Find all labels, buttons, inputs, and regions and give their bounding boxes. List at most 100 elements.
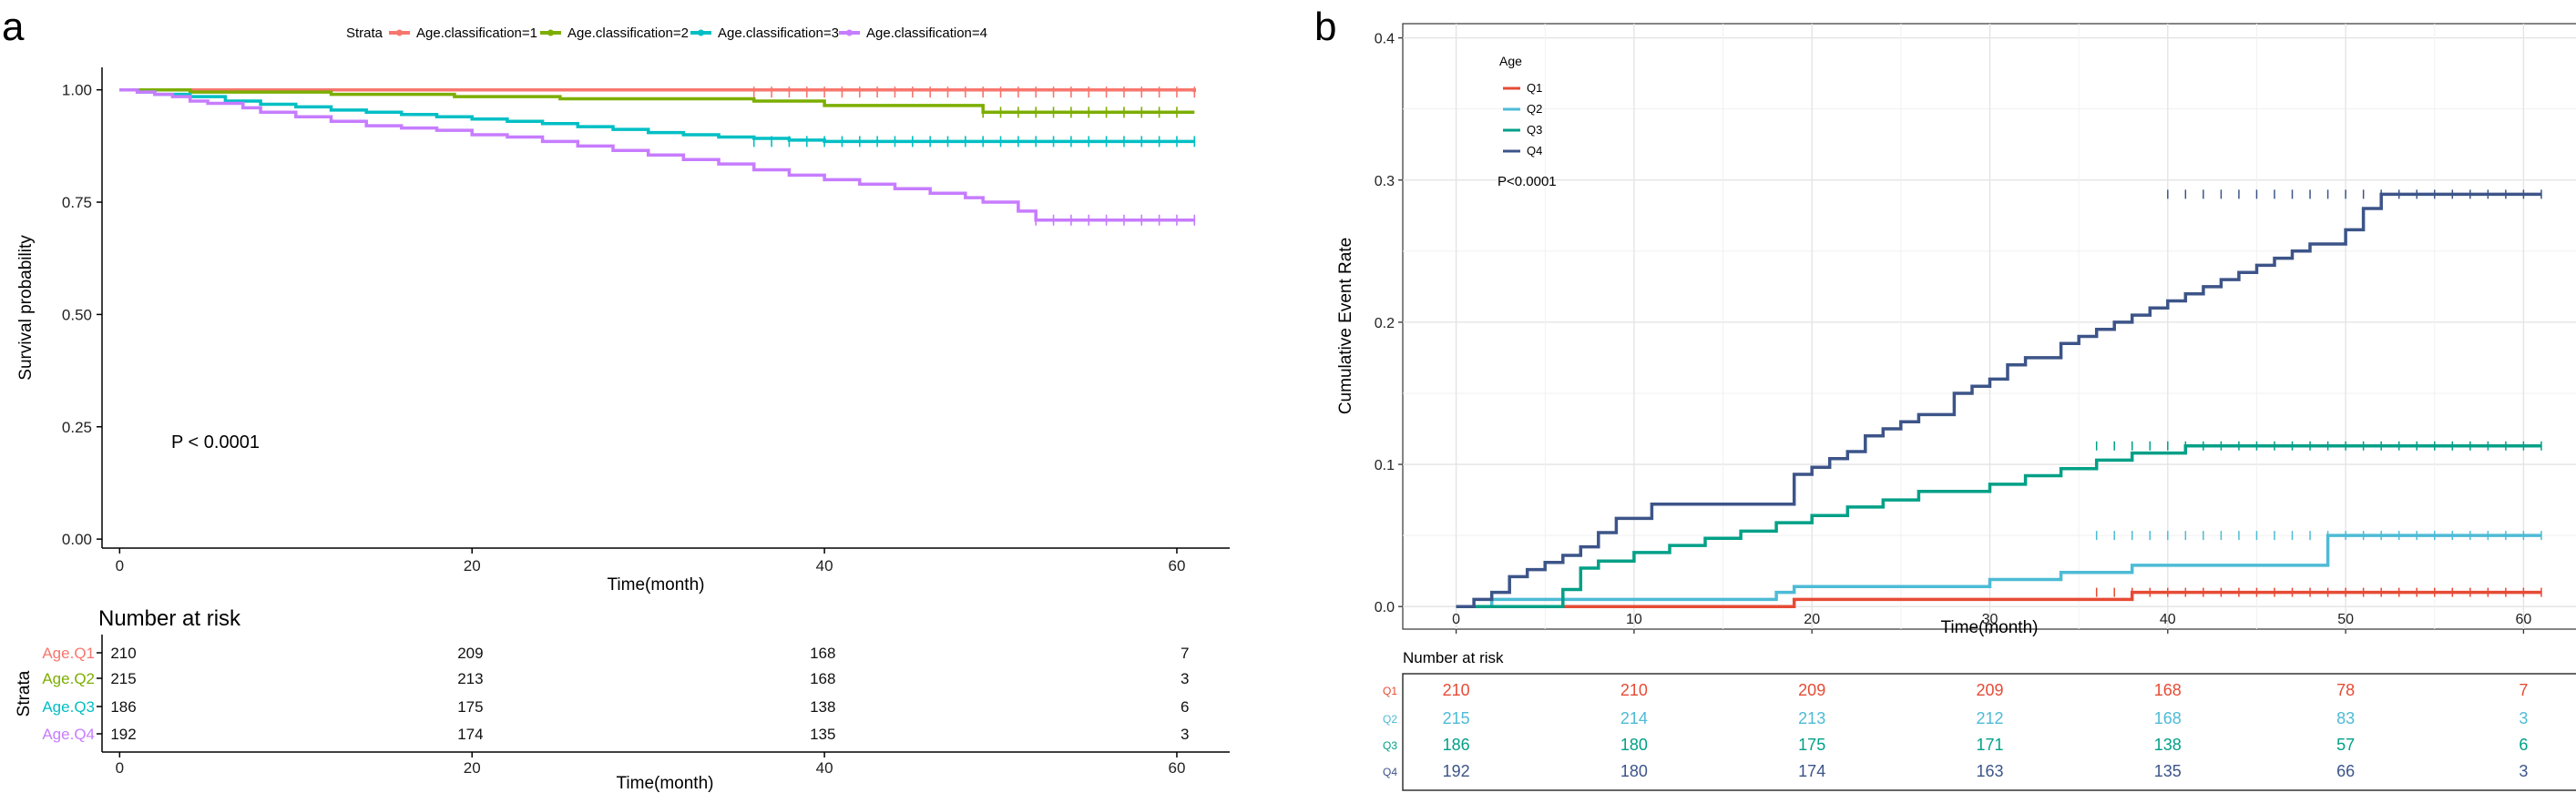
legend-b-item-4: Q4 [1503,144,1542,158]
risk-cell: 168 [810,670,835,687]
legend-b-item-2: Q2 [1503,102,1542,116]
risk-cell: 209 [457,645,483,662]
risk-x-tick-label: 0 [116,759,124,777]
y-tick-label: 0.0 [1375,600,1395,615]
risk-cell: 174 [1798,762,1825,780]
panel-b-label: b [1314,5,1336,49]
risk-cell: 7 [1181,645,1189,662]
panel-b-risk-box [1402,673,2576,791]
x-tick-label: 10 [1626,612,1642,627]
risk-cell: 168 [2154,709,2182,727]
legend-label-4: Age.classification=4 [866,25,987,41]
panel-b-x-axis-label: Time(month) [1941,618,2039,637]
panel-b-pvalue: P<0.0001 [1498,174,1557,189]
risk-group-label: Q3 [1383,739,1397,752]
survival-curve-4 [119,87,1195,222]
y-tick-label: 0.1 [1375,458,1395,473]
x-tick-label: 40 [2160,612,2176,627]
legend-item-2: Age.classification=2 [540,25,689,41]
legend-b-title: Age [1499,54,1522,68]
panel-b-risk-table: Q1 210 210 209 209 168 78 7 Q2 215 214 213 212 168 83 3… [1383,681,2528,780]
y-tick-label: 0.00 [62,531,92,548]
panel-b-censor-marks [2095,189,2542,597]
risk-cell: 3 [1181,670,1189,687]
legend-swatch-dot-2 [547,29,554,36]
risk-group-label: Q4 [1383,766,1397,778]
panel-a: a Strata Age.classification=1 Age.classi… [2,5,1230,793]
risk-x-tick-label: 20 [464,759,481,777]
x-tick-label: 40 [816,557,833,574]
risk-cell: 66 [2336,762,2355,780]
risk-cell: 180 [1620,762,1648,780]
risk-cell: 180 [1620,736,1648,754]
risk-cell: 138 [2154,736,2182,754]
panel-a-risk-title: Number at risk [98,606,241,631]
legend-b-label-2: Q2 [1527,102,1542,116]
panel-a-legend: Strata Age.classification=1 Age.classifi… [346,25,987,41]
legend-b-item-3: Q3 [1503,123,1542,137]
legend-item-1: Age.classification=1 [389,25,537,41]
legend-b-label-4: Q4 [1527,144,1542,158]
y-tick-label: 1.00 [62,82,92,99]
risk-cell: 6 [1181,698,1189,716]
legend-item-3: Age.classification=3 [690,25,839,41]
legend-label-1: Age.classification=1 [416,25,537,41]
legend-b-item-1: Q1 [1503,81,1542,95]
panel-b-grid [1403,24,2576,629]
x-tick-label: 0 [1452,612,1460,627]
risk-group-label: Age.Q2 [42,670,95,687]
risk-cell: 138 [810,698,835,716]
x-tick-label: 50 [2337,612,2354,627]
y-tick-label: 0.25 [62,419,92,436]
panel-b-x-ticks: 0 10 20 30 40 50 60 [1452,612,2531,634]
legend-b-label-3: Q3 [1527,123,1542,137]
risk-group-label: Q1 [1383,685,1397,697]
risk-cell: 6 [2519,736,2528,754]
y-tick-label: 0.3 [1375,174,1395,189]
legend-label-3: Age.classification=3 [718,25,839,41]
panel-a-y-axis-label: Survival probability [16,235,36,381]
panel-b-y-axis-label: Cumulative Event Rate [1336,238,1355,414]
panel-a-risk-x-label: Time(month) [617,774,714,793]
legend-swatch-dot-4 [846,29,853,36]
survival-curve-3 [119,87,1195,144]
risk-cell: 209 [1798,681,1825,699]
panel-b-risk-title: Number at risk [1403,649,1504,666]
legend-swatch-dot-1 [396,29,403,36]
panel-b-curves [1456,192,2541,608]
risk-cell: 213 [1798,709,1825,727]
y-tick-label: 0.4 [1375,32,1395,47]
risk-cell: 175 [1798,736,1825,754]
panel-a-label: a [2,5,25,49]
risk-cell: 135 [2154,762,2182,780]
panel-b-legend: Age Q1 Q2 Q3 Q4 [1499,54,1542,158]
legend-title: Strata [346,25,383,41]
x-tick-label: 20 [1804,612,1820,627]
risk-cell: 163 [1976,762,2003,780]
panel-b-y-ticks: 0.0 0.1 0.2 0.3 0.4 [1375,32,1403,615]
panel-a-censor-marks [752,86,1196,226]
risk-group-label: Age.Q1 [42,645,95,662]
x-tick-label: 60 [1169,557,1186,574]
x-tick-label: 20 [464,557,481,574]
risk-group-label: Age.Q4 [42,726,95,743]
risk-cell: 214 [1620,709,1648,727]
panel-a-x-axis-label: Time(month) [608,575,705,595]
x-tick-label: 60 [2516,612,2532,627]
risk-cell: 213 [457,670,483,687]
risk-cell: 186 [1443,736,1470,754]
risk-cell: 83 [2336,709,2355,727]
panel-a-pvalue: P < 0.0001 [171,432,260,452]
panel-a-y-ticks: 0.00 0.25 0.50 0.75 1.00 [62,82,102,548]
risk-cell: 3 [1181,726,1189,743]
legend-label-2: Age.classification=2 [567,25,689,41]
risk-cell: 212 [1976,709,2003,727]
panel-a-risk-table: Age.Q1 210 209 168 7 Age.Q2 215 213 168 3 Age.Q3 18… [42,645,1189,777]
y-tick-label: 0.50 [62,306,92,323]
risk-cell: 192 [110,726,136,743]
y-tick-label: 0.2 [1375,316,1395,331]
risk-cell: 215 [1443,709,1470,727]
risk-cell: 171 [1976,736,2003,754]
survival-curve-2 [119,87,1195,115]
